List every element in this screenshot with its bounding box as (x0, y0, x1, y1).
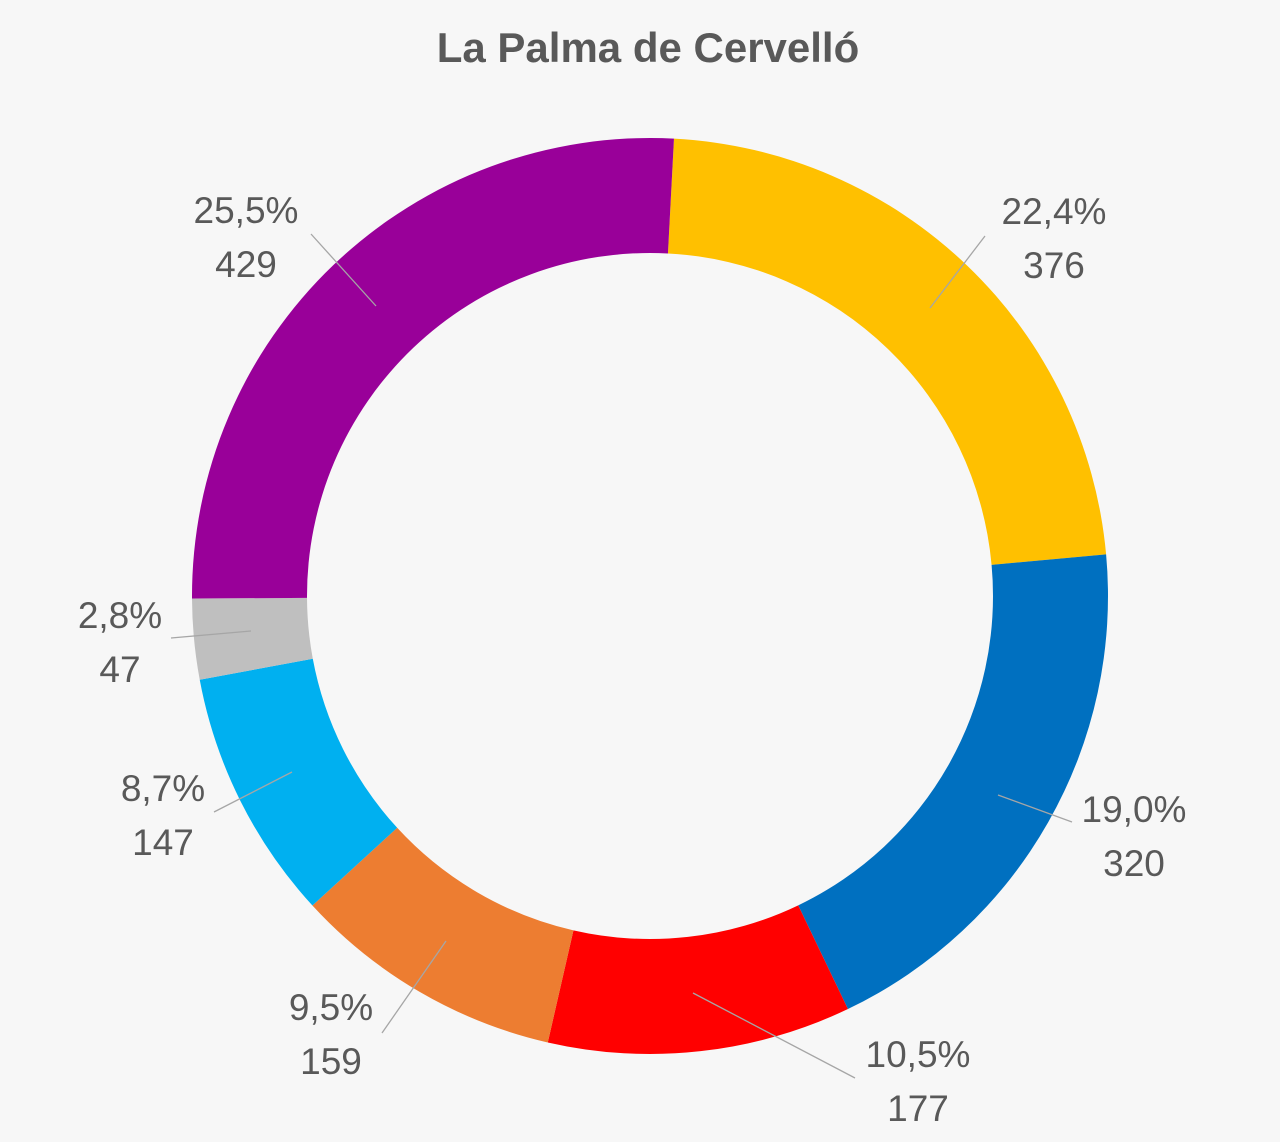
leader-line (310, 233, 377, 307)
doughnut-slice (312, 827, 574, 1043)
doughnut-slice (798, 554, 1108, 1010)
doughnut-slice (547, 905, 848, 1055)
leader-line (929, 235, 986, 309)
doughnut-slice (667, 138, 1107, 565)
percent-data-label: 8,7% (121, 768, 205, 809)
value-data-label: 47 (99, 649, 140, 690)
value-data-label: 320 (1103, 843, 1165, 884)
percent-data-label: 9,5% (289, 987, 373, 1028)
data-labels-layer: 22,4% 376 19,0% 320 10,5% 177 9,5% 159 8,7% 147 2,… (78, 190, 1187, 1129)
leader-line (692, 992, 856, 1079)
slices-layer (192, 137, 1108, 1055)
doughnut-slice (192, 597, 313, 680)
leader-line (997, 794, 1073, 823)
percent-data-label: 25,5% (194, 190, 299, 231)
percent-data-label: 22,4% (1002, 191, 1107, 232)
value-data-label: 376 (1023, 245, 1085, 286)
doughnut-slice (192, 137, 674, 599)
chart-title: La Palma de Cervelló (436, 24, 860, 71)
value-data-label: 159 (300, 1041, 362, 1082)
leader-line (213, 771, 293, 813)
value-data-label: 177 (887, 1088, 949, 1129)
value-data-label: 147 (132, 822, 194, 863)
leader-lines-layer (170, 233, 1073, 1079)
leader-line (170, 630, 252, 639)
doughnut-slice (199, 658, 398, 906)
percent-data-label: 19,0% (1082, 789, 1187, 830)
percent-data-label: 10,5% (866, 1034, 971, 1075)
value-data-label: 429 (215, 244, 277, 285)
leader-line (381, 940, 447, 1034)
percent-data-label: 2,8% (78, 595, 162, 636)
